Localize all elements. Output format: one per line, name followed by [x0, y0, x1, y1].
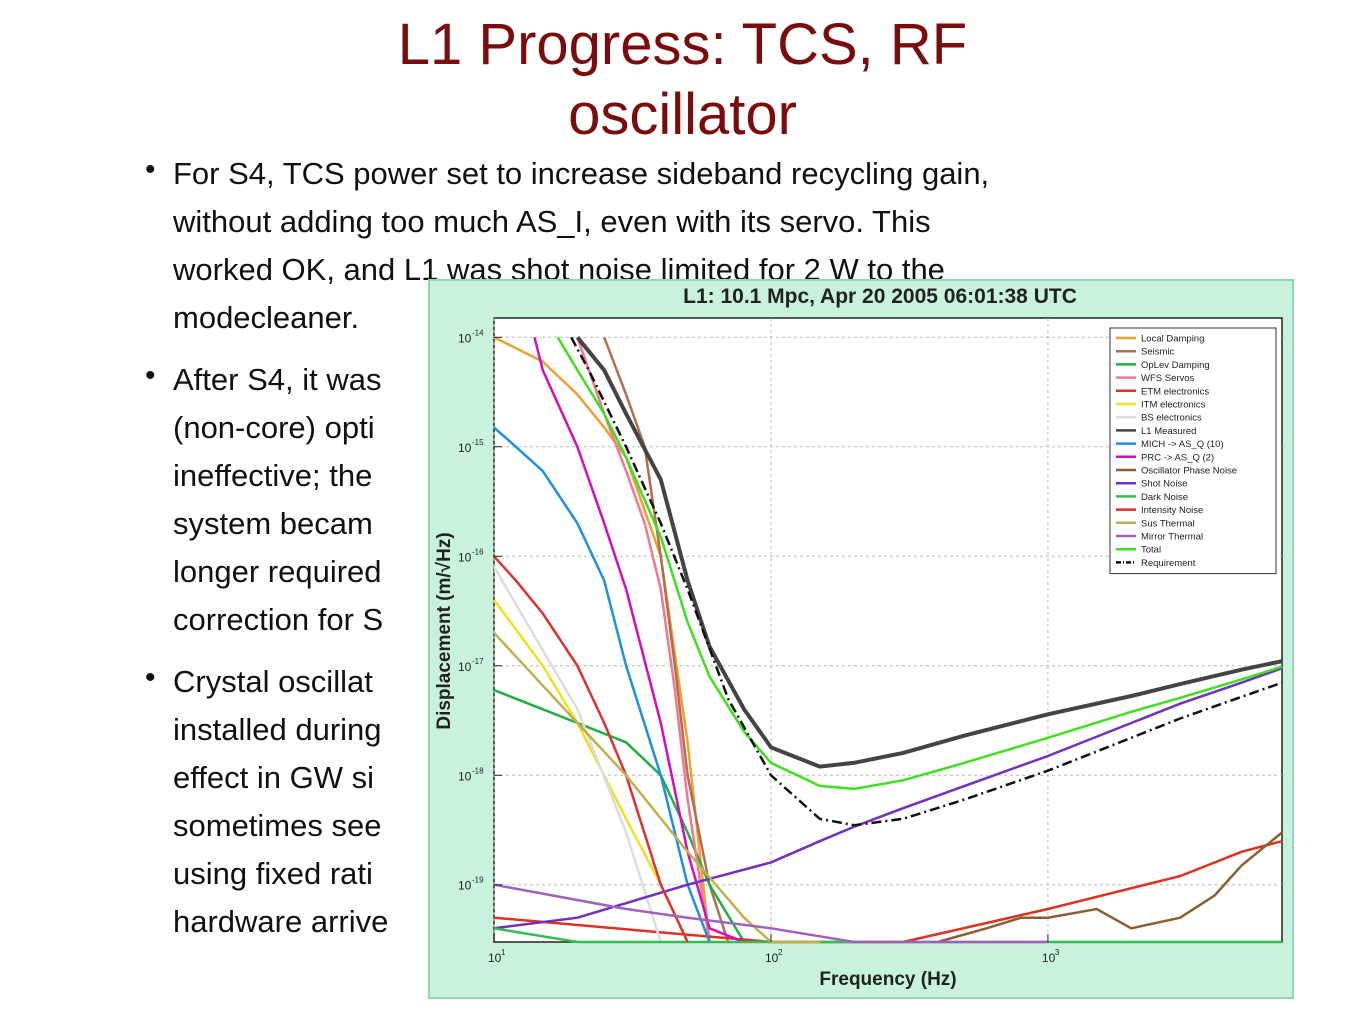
x-tick-exponent: 2 — [778, 948, 783, 957]
y-tick-label: 10 — [458, 660, 472, 674]
series-line — [493, 555, 689, 943]
bullet-line: longer required — [173, 554, 382, 589]
legend-label: OpLev Damping — [1141, 360, 1210, 371]
legend-box — [1109, 327, 1277, 575]
series-line — [493, 883, 1048, 944]
y-tick-label: 10 — [458, 441, 472, 455]
bullet-line: modecleaner. — [173, 300, 360, 335]
legend-label: PRC -> AS_Q (2) — [1141, 452, 1214, 463]
series-line — [493, 667, 1283, 930]
bullet-line: sometimes see — [173, 808, 382, 843]
legend-label: BS electronics — [1141, 413, 1202, 424]
y-tick-exponent: -18 — [472, 766, 484, 775]
x-tick-exponent: 1 — [501, 948, 506, 957]
bullet-line: without adding too much AS_I, even with … — [173, 204, 931, 239]
x-tick-exponent: 3 — [1055, 948, 1060, 957]
bullet-line: correction for S — [173, 602, 384, 637]
bullet-line: effect in GW si — [173, 760, 374, 795]
series-line — [533, 336, 745, 944]
series-line — [603, 336, 730, 943]
legend-label: Intensity Noise — [1141, 505, 1203, 516]
bullet-line: ineffective; the — [173, 458, 373, 493]
bullet-item: • After S4, it was (non-core) opti ineff… — [145, 356, 1235, 644]
series-line — [556, 336, 1283, 791]
series-line — [570, 336, 1283, 827]
slide-title: L1 Progress: TCS, RF oscillator — [0, 10, 1365, 150]
bullet-line: After S4, it was — [173, 362, 382, 397]
legend-label: L1 Measured — [1141, 426, 1196, 437]
legend-label: Dark Noise — [1141, 492, 1188, 503]
legend-label: Oscillator Phase Noise — [1141, 466, 1237, 477]
bullet-line: hardware arrive — [173, 904, 389, 939]
y-tick-exponent: -19 — [472, 876, 484, 885]
legend-label: Requirement — [1141, 558, 1196, 569]
y-tick-label: 10 — [458, 769, 472, 783]
legend-label: ETM electronics — [1141, 386, 1209, 397]
noise-budget-chart: L1: 10.1 Mpc, Apr 20 2005 06:01:38 UTC 1… — [434, 285, 1283, 990]
bullet-line: Crystal oscillat — [173, 664, 373, 699]
noise-budget-figure: L1: 10.1 Mpc, Apr 20 2005 06:01:38 UTC 1… — [428, 279, 1294, 999]
y-axis-label: Displacement (m/√Hz) — [434, 532, 455, 729]
x-axis-label: Frequency (Hz) — [819, 969, 956, 990]
x-tick-label: 10 — [488, 951, 502, 965]
legend-label: Sus Thermal — [1141, 518, 1195, 529]
legend-label: WFS Servos — [1141, 373, 1195, 384]
legend-label: Mirror Thermal — [1141, 532, 1203, 543]
bullet-line: system becam — [173, 506, 373, 541]
legend-label: Seismic — [1141, 347, 1175, 358]
bullet-item: • Crystal oscillat installed during effe… — [145, 658, 1235, 946]
series-line — [492, 566, 662, 943]
y-tick-exponent: -15 — [472, 438, 484, 447]
bullet-dot: • — [145, 661, 156, 694]
series-line — [937, 831, 1283, 944]
y-tick-label: 10 — [458, 331, 472, 345]
y-tick-label: 10 — [458, 879, 472, 893]
chart-title: L1: 10.1 Mpc, Apr 20 2005 06:01:38 UTC — [683, 285, 1077, 308]
slide-title-line-2: oscillator — [568, 82, 797, 147]
x-tick-label: 10 — [765, 951, 779, 965]
series-line — [493, 426, 711, 943]
series-line — [493, 688, 746, 943]
y-tick-exponent: -14 — [472, 328, 484, 337]
bullet-dot: • — [145, 359, 156, 392]
bullet-line: For S4, TCS power set to increase sideba… — [173, 156, 990, 191]
bullet-list: • For S4, TCS power set to increase side… — [145, 150, 1235, 960]
bullet-item: • For S4, TCS power set to increase side… — [145, 150, 1235, 342]
bullet-line: (non-core) opti — [173, 410, 375, 445]
y-tick-exponent: -17 — [472, 657, 484, 666]
bullet-line: installed during — [173, 712, 382, 747]
y-tick-exponent: -16 — [472, 547, 484, 556]
x-tick-label: 10 — [1042, 951, 1056, 965]
legend-label: Local Damping — [1141, 334, 1204, 345]
legend-label: MICH -> AS_Q (10) — [1141, 439, 1224, 450]
legend-label: Total — [1141, 545, 1161, 556]
legend-label: ITM electronics — [1141, 400, 1206, 411]
legend: Local Damping Seismic OpLev Damping WFS Ser… — [1109, 327, 1277, 575]
bullet-line: using fixed rati — [173, 856, 373, 891]
series-line — [575, 336, 1283, 769]
slide-title-line-1: L1 Progress: TCS, RF — [397, 12, 968, 77]
bullet-dot: • — [145, 153, 156, 186]
legend-label: Shot Noise — [1141, 479, 1187, 490]
y-tick-label: 10 — [458, 550, 472, 564]
series-lines — [492, 336, 1283, 944]
